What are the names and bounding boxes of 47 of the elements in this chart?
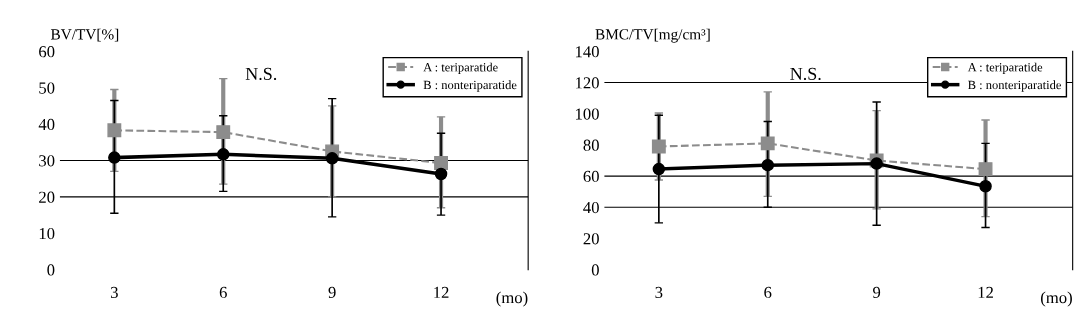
x-tick-label: 3 <box>110 286 118 299</box>
x-tick-label: 6 <box>219 286 227 299</box>
legend-label: B : nonteriparatide <box>423 80 517 92</box>
x-tick-label: 3 <box>655 286 663 299</box>
x-axis-title: (mo) <box>1041 291 1072 307</box>
y-tick-label: 10 <box>39 227 55 240</box>
annotation: N.S. <box>790 67 821 80</box>
y-tick-label: 60 <box>583 170 599 183</box>
x-tick-label: 6 <box>764 286 772 299</box>
x-axis-title: (mo) <box>496 291 528 307</box>
x-tick-label: 12 <box>434 286 449 298</box>
x-tick-label: 9 <box>328 286 336 299</box>
y-tick-label: 140 <box>576 46 599 58</box>
y-axis-title: BV/TV[%] <box>50 28 119 42</box>
point <box>216 125 231 140</box>
point <box>107 123 122 138</box>
y-tick-label: 0 <box>47 264 55 276</box>
point <box>761 158 774 172</box>
y-tick-label: 40 <box>38 118 55 131</box>
point <box>760 136 775 151</box>
y-tick-label: 0 <box>591 264 599 276</box>
y-tick-label: 100 <box>576 108 599 120</box>
point <box>651 139 666 154</box>
point <box>978 162 993 177</box>
annotation: N.S. <box>245 67 277 80</box>
x-tick-label: 9 <box>873 286 881 299</box>
point <box>870 157 883 170</box>
legend-label: A : teriparatide <box>423 62 498 75</box>
y-tick-label: 40 <box>583 201 599 214</box>
point <box>325 152 339 165</box>
y-tick-label: 20 <box>583 233 599 245</box>
point <box>434 156 448 170</box>
legend-label: B : nonteriparatide <box>968 80 1061 92</box>
y-tick-label: 60 <box>39 46 55 58</box>
y-tick-label: 120 <box>576 77 599 89</box>
point <box>108 151 121 164</box>
point <box>652 162 666 176</box>
y-tick-label: 30 <box>39 155 55 167</box>
y-tick-label: 80 <box>583 139 599 151</box>
y-tick-label: 20 <box>39 191 55 203</box>
point <box>979 179 992 193</box>
point <box>434 167 448 181</box>
y-axis-title: BMC/TV[mg/cm³] <box>595 28 710 43</box>
y-tick-label: 50 <box>39 82 55 94</box>
point <box>216 148 230 161</box>
legend-label: A : teriparatide <box>967 62 1043 75</box>
x-tick-label: 12 <box>978 286 993 298</box>
